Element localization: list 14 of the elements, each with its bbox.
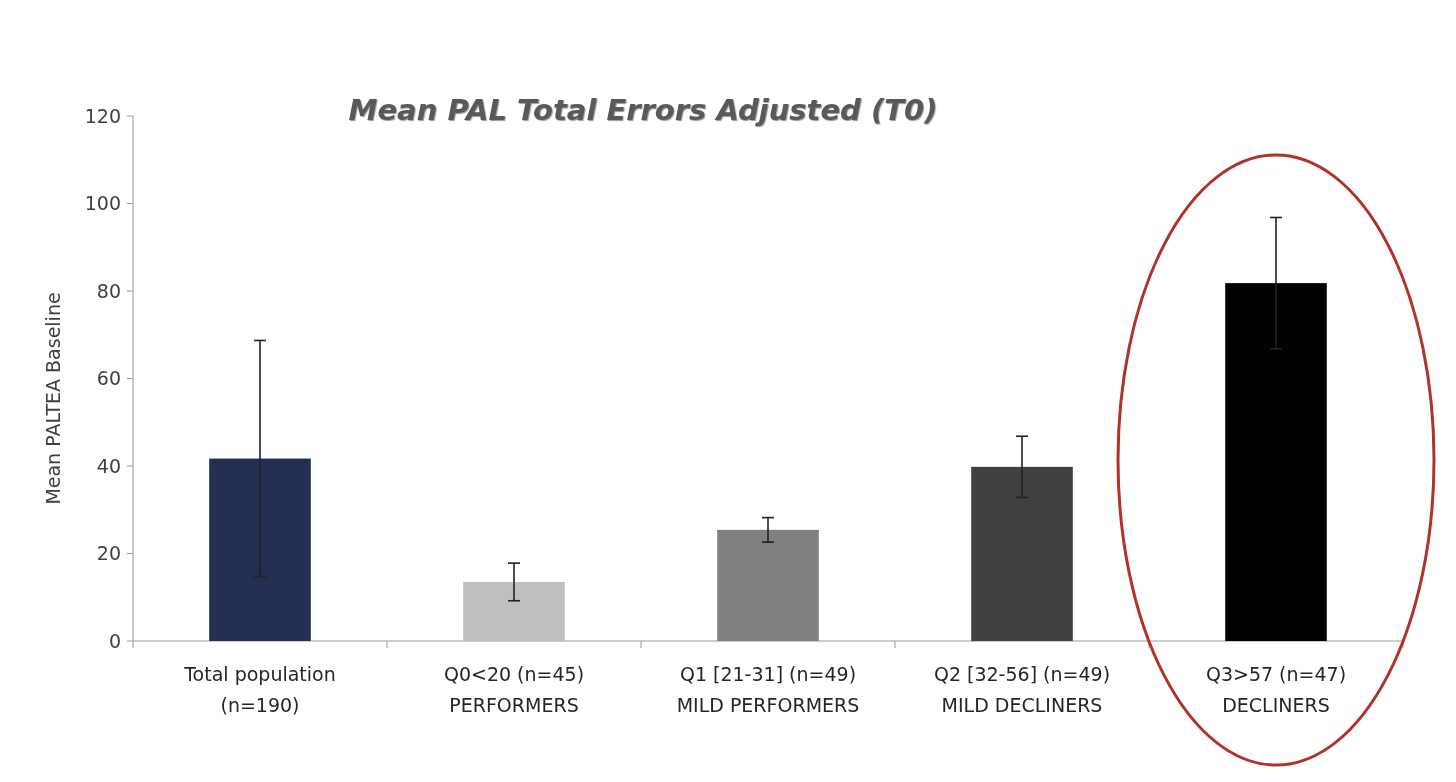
y-tick-label: 60 [96,367,121,390]
y-tick-label: 100 [84,192,121,215]
y-tick-label: 120 [84,104,121,127]
y-tick-label: 40 [96,454,121,477]
chart-title: Mean PAL Total Errors Adjusted (T0) [348,93,938,127]
x-tick-label: Q3>57 (n=47) DECLINERS [1205,663,1347,716]
y-tick-label: 20 [96,542,121,565]
x-tick-label: Q2 [32-56] (n=49) MILD DECLINERS [933,663,1111,716]
x-tick-label: Total population (n=190) [183,663,336,716]
y-tick-label: 0 [108,629,121,652]
x-tick-label: Q0<20 (n=45) PERFORMERS [443,663,585,716]
x-tick-label: Q1 [21-31] (n=49) MILD PERFORMERS [676,663,860,716]
y-tick-label: 80 [96,279,121,302]
y-axis-title: Mean PALTEA Baseline [42,292,64,505]
